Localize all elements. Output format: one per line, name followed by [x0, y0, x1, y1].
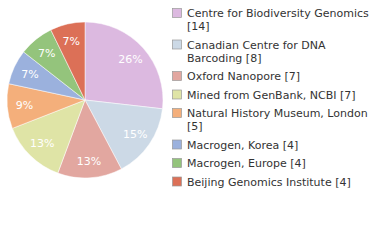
pie-slice [51, 22, 85, 100]
data-label: 13% [77, 155, 101, 168]
pie [7, 22, 163, 178]
chart: 26%15%13%13%9%7%7%7%Centre for Biodivers… [0, 0, 380, 240]
legend-swatch [173, 90, 182, 99]
legend-swatch [173, 177, 182, 186]
legend-swatch [173, 140, 182, 149]
legend-swatch [173, 9, 182, 18]
legend-label: Mined from GenBank, NCBI [7] [187, 89, 356, 102]
data-label: 15% [123, 128, 147, 141]
data-label: 13% [30, 137, 54, 150]
data-label: 9% [16, 99, 33, 112]
data-label: 7% [63, 35, 80, 48]
legend-label: Oxford Nanopore [7] [187, 70, 300, 83]
data-label: 7% [21, 68, 38, 81]
legend: Centre for Biodiversity Genomics[14] Cana… [173, 7, 369, 189]
legend-label: Canadian Centre for DNABarcoding [8] [187, 39, 326, 65]
legend-label: Beijing Genomics Institute [4] [187, 176, 351, 189]
legend-swatch [173, 109, 182, 118]
pie-slice [85, 22, 163, 109]
legend-label: Centre for Biodiversity Genomics[14] [187, 7, 369, 33]
legend-label: Natural History Museum, London[5] [187, 107, 368, 133]
legend-swatch [173, 72, 182, 81]
data-label: 26% [118, 53, 142, 66]
legend-swatch [173, 40, 182, 49]
data-labels: 26%15%13%13%9%7%7%7% [16, 35, 148, 168]
legend-label: Macrogen, Korea [4] [187, 139, 298, 152]
legend-label: Macrogen, Europe [4] [187, 157, 306, 170]
legend-swatch [173, 159, 182, 168]
data-label: 7% [38, 47, 55, 60]
